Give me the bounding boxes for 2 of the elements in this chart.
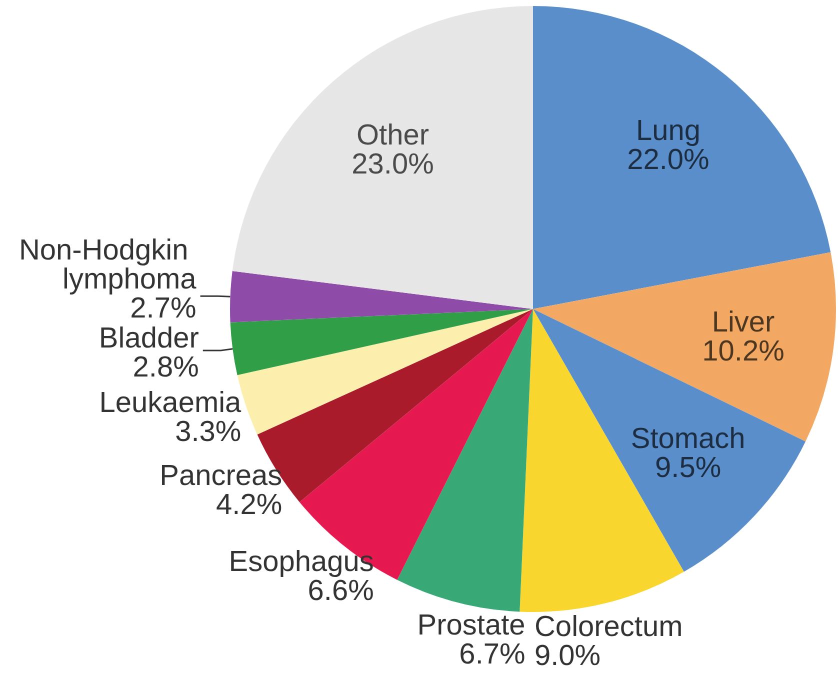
slice-label: Lung <box>636 115 700 148</box>
slice-label: Esophagus <box>228 546 374 578</box>
